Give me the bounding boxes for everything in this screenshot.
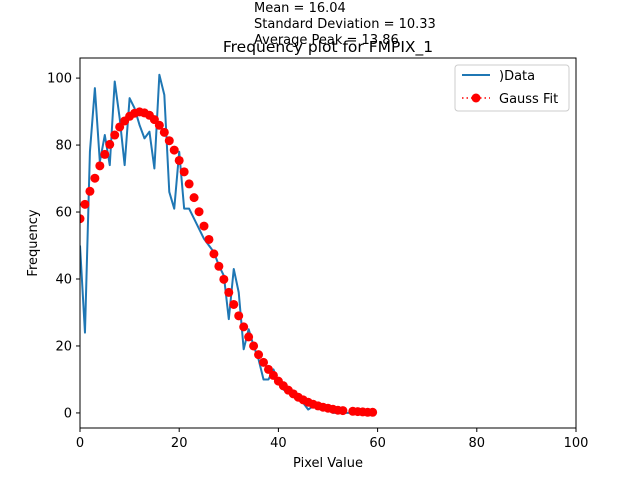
gauss-fit-point — [219, 274, 229, 284]
x-axis-label: Pixel Value — [293, 456, 363, 471]
gauss-fit-point — [214, 261, 224, 271]
x-tick-label: 80 — [469, 436, 486, 451]
gauss-fit-point — [209, 249, 219, 259]
legend-box — [454, 64, 570, 112]
gauss-fit-point — [234, 311, 244, 321]
stats-annotations: Mean = 16.04 Standard Deviation = 10.33 … — [254, 1, 436, 48]
gauss-fit-point — [184, 179, 194, 189]
gauss-fit-point — [115, 122, 125, 132]
x-tick-label: 0 — [76, 436, 84, 451]
gauss-fit-point — [224, 287, 234, 297]
gauss-fit-point — [239, 322, 249, 332]
gauss-fit-point — [259, 357, 269, 367]
annotation-mean: Mean = 16.04 — [254, 1, 346, 16]
gauss-fit-point — [204, 234, 214, 244]
gauss-fit-point — [244, 332, 254, 342]
gauss-fit-point — [174, 155, 184, 165]
gauss-fit-point — [263, 364, 273, 374]
axes-frame — [79, 57, 577, 429]
gauss-fit-point — [179, 167, 189, 177]
x-tick-label: 60 — [369, 436, 386, 451]
gauss-fit-point — [159, 127, 169, 137]
legend-fit-swatch-marker — [471, 93, 481, 103]
y-axis-label: Frequency — [26, 209, 41, 276]
y-tick-label: 80 — [55, 139, 72, 154]
x-axis-ticks: 0 20 40 60 80 100 — [76, 428, 589, 451]
plot-marks — [80, 73, 378, 417]
y-tick-label: 0 — [64, 406, 72, 421]
gauss-fit-point — [90, 173, 100, 183]
gauss-fit-point — [229, 299, 239, 309]
legend-label-data: )Data — [499, 69, 535, 84]
gauss-fit-point — [164, 136, 174, 146]
gauss-fit-point — [105, 139, 115, 149]
gauss-fit-point — [95, 161, 105, 171]
y-tick-label: 100 — [47, 72, 72, 87]
annotation-average-peak: Average Peak = 13.86 — [254, 33, 399, 48]
x-tick-label: 100 — [564, 436, 589, 451]
gauss-fit-point — [110, 130, 120, 140]
gauss-fit-point — [80, 214, 85, 224]
gauss-fit-point — [85, 186, 95, 196]
gauss-fit-point — [154, 120, 164, 130]
chart-title: Frequency plot for FMPIX_1 — [223, 38, 433, 57]
y-tick-label: 40 — [55, 272, 72, 287]
y-tick-label: 20 — [55, 339, 72, 354]
gauss-fit-point — [254, 350, 264, 360]
gauss-fit-point — [100, 149, 110, 159]
legend-label-gauss-fit: Gauss Fit — [499, 92, 558, 107]
y-axis-ticks: 0 20 40 60 80 100 — [47, 72, 80, 421]
gauss-fit-point — [189, 193, 199, 203]
gauss-fit-point — [169, 145, 179, 155]
plot-area — [80, 58, 576, 428]
gauss-fit-point — [338, 406, 348, 416]
legend: )Data Gauss Fit — [454, 64, 570, 112]
gauss-fit-point — [194, 207, 204, 217]
x-tick-label: 20 — [171, 436, 188, 451]
x-tick-label: 40 — [270, 436, 287, 451]
y-tick-label: 60 — [55, 206, 72, 221]
annotation-std-dev: Standard Deviation = 10.33 — [254, 17, 436, 32]
gauss-fit-point — [199, 221, 209, 231]
gauss-fit-point — [368, 407, 378, 417]
gauss-fit-point — [80, 199, 90, 209]
gauss-fit-point — [249, 341, 259, 351]
